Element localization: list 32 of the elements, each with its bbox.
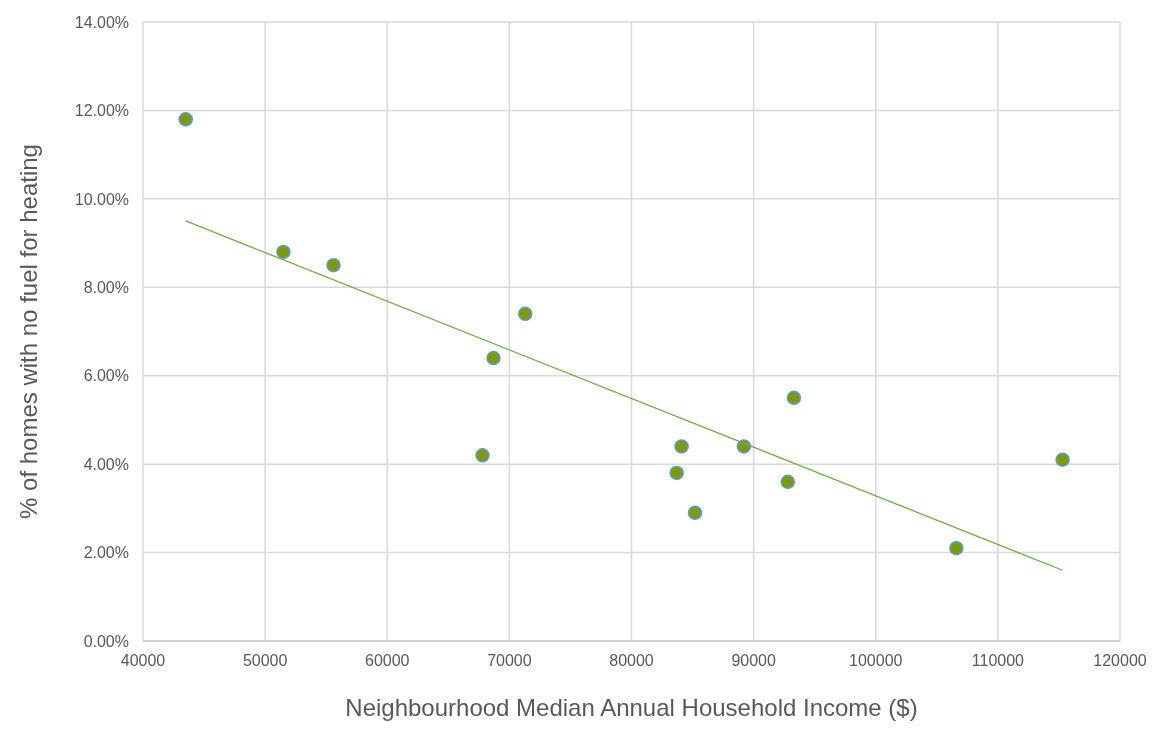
point — [518, 306, 533, 322]
y-tick-label: 10.00% — [74, 190, 129, 208]
point — [178, 112, 193, 127]
x-tick-label: 90000 — [731, 652, 776, 670]
x-tick-label: 50000 — [242, 652, 288, 670]
x-tick-label: 80000 — [609, 652, 654, 670]
point — [786, 390, 802, 406]
point — [486, 350, 501, 366]
point — [326, 257, 341, 273]
point — [475, 448, 490, 463]
x-tick-label: 40000 — [120, 652, 166, 670]
x-axis-title: Neighbourhood Median Annual Household Income ($) — [345, 694, 918, 721]
x-tick-label: 110000 — [971, 652, 1025, 670]
y-axis-title: % of homes with no fuel for heating — [14, 144, 42, 519]
x-tick-label: 70000 — [487, 652, 532, 670]
y-tick-label: 0.00% — [83, 632, 129, 650]
point — [674, 439, 689, 454]
y-tick-label: 2.00% — [83, 544, 129, 562]
point — [780, 474, 796, 490]
y-tick-label: 6.00% — [83, 367, 129, 385]
y-tick-label: 8.00% — [83, 278, 129, 296]
y-tick-label: 4.00% — [83, 455, 129, 473]
x-tick-label: 100000 — [849, 652, 903, 670]
y-tick-label: 14.00% — [74, 13, 129, 31]
point — [669, 465, 684, 481]
point — [687, 505, 703, 521]
point — [949, 540, 964, 556]
x-tick-label: 60000 — [365, 652, 410, 670]
x-tick-label: 120000 — [1093, 652, 1147, 670]
point — [276, 244, 291, 260]
point — [1055, 452, 1070, 467]
y-tick-label: 12.00% — [74, 102, 129, 120]
